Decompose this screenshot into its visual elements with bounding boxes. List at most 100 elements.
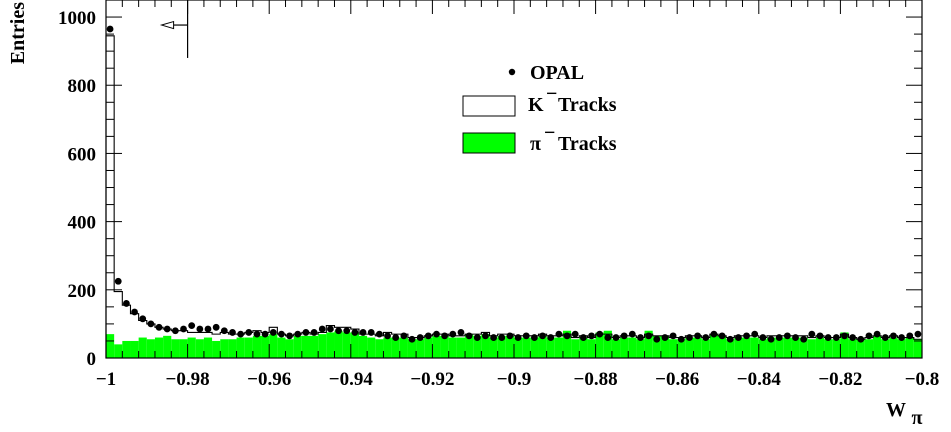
pion-bar (440, 335, 449, 358)
x-tick-label: −0.96 (247, 369, 291, 390)
legend-kaon-label: K (528, 94, 544, 116)
opal-data-point (400, 332, 408, 340)
opal-data-point (359, 329, 367, 336)
opal-data-point (498, 334, 506, 341)
opal-data-point (196, 325, 204, 333)
opal-data-point (824, 334, 832, 341)
pion-bar (840, 332, 849, 358)
opal-data-point (596, 330, 604, 338)
opal-data-point (123, 300, 130, 307)
pion-bar (203, 337, 213, 358)
pion-bar (799, 337, 808, 358)
pion-bar (212, 340, 221, 358)
pion-bar (350, 332, 359, 358)
opal-data-point (832, 334, 840, 341)
opal-data-point (286, 332, 293, 340)
opal-data-point (783, 332, 791, 340)
opal-data-point (514, 334, 522, 341)
opal-data-point (645, 332, 653, 340)
plot-area (105, 0, 922, 358)
opal-data-point (759, 334, 767, 341)
opal-data-point (661, 334, 669, 341)
pion-bar (269, 334, 278, 358)
pion-bar (554, 337, 563, 358)
pion-bar (448, 337, 457, 358)
opal-data-point (473, 334, 481, 341)
pion-bar (383, 337, 392, 358)
opal-data-point (808, 330, 816, 338)
pion-bar (783, 337, 792, 358)
opal-data-point (865, 332, 873, 340)
legend-opal-label: OPAL (530, 62, 584, 84)
pion-bar (734, 337, 743, 358)
opal-data-point (767, 335, 775, 343)
pion-bar (913, 339, 922, 358)
opal-data-point (775, 334, 783, 341)
opal-data-point (155, 323, 163, 331)
pion-bar (514, 337, 523, 358)
pion-bar (587, 339, 596, 358)
pion-bar (848, 339, 857, 358)
opal-data-point (792, 334, 799, 341)
x-tick-label: −1 (96, 369, 116, 390)
pion-bar (815, 337, 825, 358)
pion-bar (644, 330, 653, 358)
pion-bar (318, 334, 327, 358)
opal-data-point (637, 334, 644, 341)
pion-bar (522, 337, 531, 358)
pion-bar (856, 339, 865, 358)
pion-bar (424, 337, 433, 358)
pion-bar (277, 337, 286, 358)
pion-bar (571, 339, 580, 358)
opal-data-point (563, 332, 571, 340)
x-tick-label: −0.86 (655, 369, 699, 390)
opal-data-point (229, 329, 236, 336)
opal-data-point (531, 334, 538, 341)
opal-data-point (506, 332, 514, 340)
opal-data-point (204, 325, 212, 333)
pion-bar (701, 339, 710, 358)
pion-bar (301, 335, 310, 358)
pion-bar (791, 337, 800, 358)
opal-data-point (335, 327, 342, 335)
pion-bar (334, 330, 343, 358)
pion-bar (220, 339, 229, 358)
opal-data-point (294, 330, 302, 338)
opal-data-point (114, 277, 122, 285)
pion-bar (677, 339, 686, 358)
legend-kaon-sup: − (546, 83, 557, 105)
pion-bar (726, 339, 735, 358)
opal-data-point (327, 325, 334, 333)
plot-frame (105, 0, 923, 359)
opal-data-point (914, 330, 922, 338)
pion-bar (310, 335, 319, 358)
pion-bar (693, 337, 702, 358)
pion-bar (416, 339, 425, 358)
opal-data-point (604, 334, 612, 341)
pion-bar (187, 337, 196, 358)
pion-bar (106, 334, 115, 358)
pion-bar (620, 337, 629, 358)
x-tick-label: −0.9 (497, 369, 532, 390)
pion-bar (897, 339, 906, 358)
opal-data-point (857, 335, 865, 343)
pion-bar (603, 330, 612, 358)
opal-data-point (906, 332, 914, 340)
opal-data-point (449, 330, 457, 338)
opal-data-point (351, 329, 359, 336)
opal-data-point (881, 334, 889, 341)
opal-data-point (384, 332, 391, 340)
pion-bar (742, 337, 751, 358)
legend-opal-marker (508, 68, 516, 76)
pion-bar (669, 339, 678, 358)
opal-data-point (890, 332, 897, 340)
x-tick-label: −0.82 (818, 369, 862, 390)
x-axis-title-subscript: π (912, 407, 923, 429)
pion-bar (889, 337, 898, 358)
pion-bar (407, 339, 417, 358)
opal-data-point (261, 330, 269, 338)
opal-data-point (547, 334, 555, 341)
x-tick-label: −0.84 (737, 369, 782, 390)
opal-data-point (743, 332, 750, 340)
